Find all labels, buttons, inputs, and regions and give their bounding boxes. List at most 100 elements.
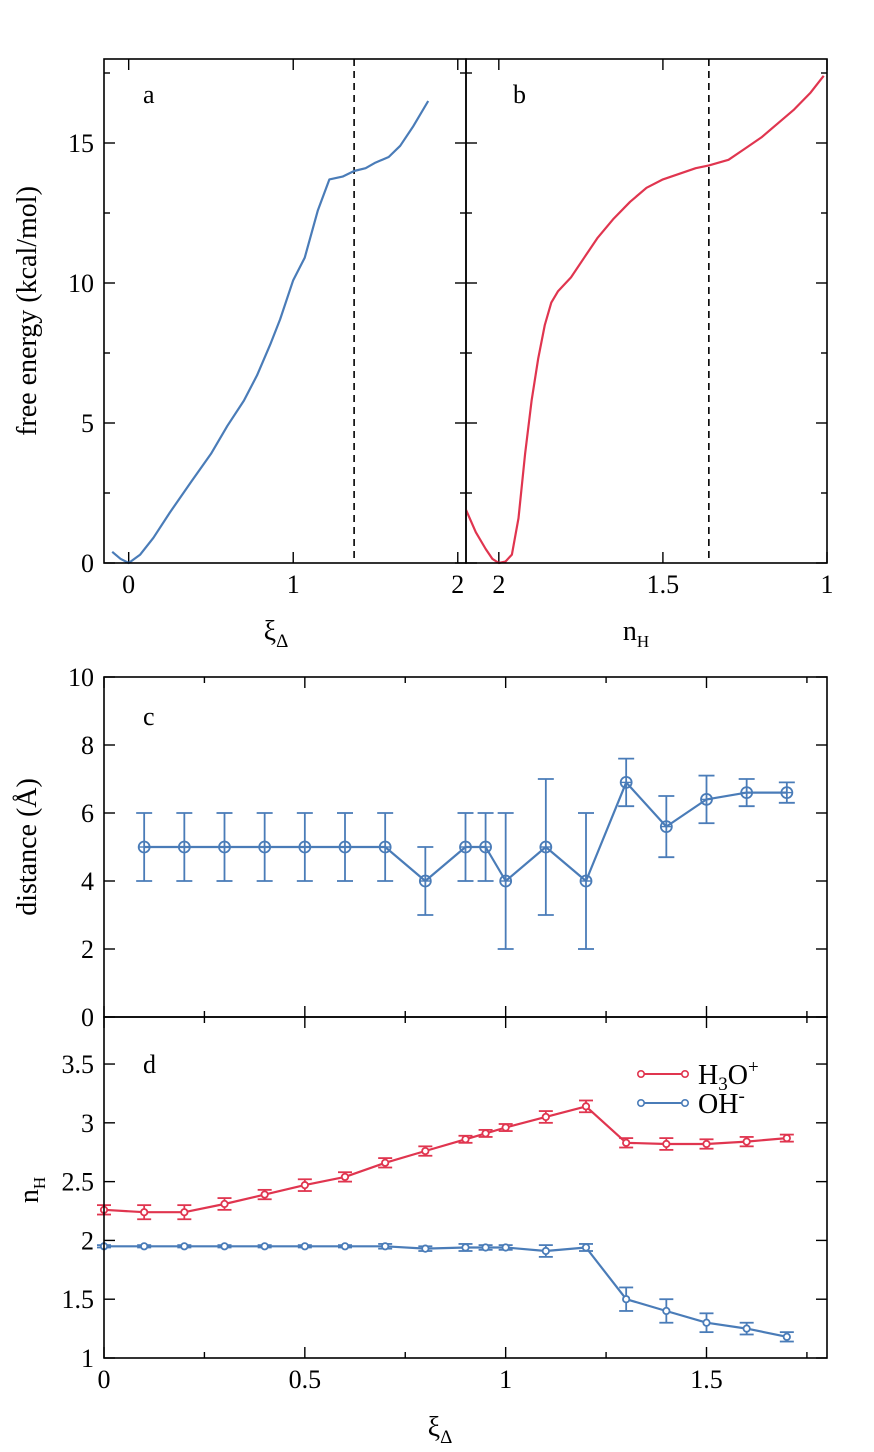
panel-d-data-point-0 xyxy=(482,1130,488,1136)
panel-c-ytick-labels: 0 2 4 6 8 10 xyxy=(68,663,94,1032)
panel-d-data-point-1 xyxy=(784,1334,790,1340)
panel-d-data-point-0 xyxy=(784,1135,790,1141)
panel-a-label: a xyxy=(143,80,155,109)
panel-d-xtick-label: 1 xyxy=(499,1365,512,1394)
panel-d-data-point-1 xyxy=(382,1243,388,1249)
panel-a-series-line-0 xyxy=(112,101,428,563)
panel-d-data-point-1 xyxy=(502,1244,508,1250)
panel-a-xtick-label: 2 xyxy=(451,570,464,599)
panel-d-data-point-0 xyxy=(703,1141,709,1147)
legend-h3o-part-plus: + xyxy=(748,1057,759,1078)
panel-d-data-point-1 xyxy=(141,1243,147,1249)
legend-h3o-marker-left xyxy=(638,1071,644,1077)
panel-b-xtick-labels: 2 1.5 1 xyxy=(492,570,833,599)
panel-d-data-point-1 xyxy=(663,1308,669,1314)
panel-d-xtick-labels: 0 0.5 1 1.5 xyxy=(98,1365,723,1394)
panel-a-ytick-label: 0 xyxy=(81,549,94,578)
panel-b-ticks xyxy=(466,59,827,563)
panel-a-xtick-label: 0 xyxy=(122,570,135,599)
panel-d-data-point-0 xyxy=(382,1160,388,1166)
panel-a-y-axis-label: free energy (kcal/mol) xyxy=(12,186,43,436)
panel-b-free-energy-vs-nh: b 2 1.5 1 nH xyxy=(466,59,834,651)
panel-d-ticks xyxy=(104,1017,827,1358)
panel-a-x-axis-label-main: ξ xyxy=(264,616,276,647)
panel-d-series-line-1 xyxy=(104,1246,787,1337)
panel-b-x-axis-label-sub: H xyxy=(637,632,649,651)
panel-d-data-point-1 xyxy=(623,1296,629,1302)
panel-d-nh: d 0 0.5 1 1.5 11.522.533.5 nH ξΔ H3O+ OH- xyxy=(14,1017,827,1448)
panel-d-x-axis-label-sub: Δ xyxy=(440,1427,452,1448)
panel-c-ytick-label: 0 xyxy=(81,1003,94,1032)
figure: a 012 051015 free energy (kcal/mol) ξΔ b… xyxy=(0,0,874,1452)
panel-d-ytick-label: 2.5 xyxy=(62,1168,95,1197)
panel-d-data-point-0 xyxy=(422,1148,428,1154)
panel-d-y-axis-label: nH xyxy=(14,1177,49,1203)
panel-c-ytick-label: 4 xyxy=(81,867,94,896)
panel-d-data-point-0 xyxy=(221,1201,227,1207)
panel-c-ytick-label: 6 xyxy=(81,799,94,828)
panel-d-ytick-label: 2 xyxy=(81,1226,94,1255)
panel-b-x-axis-label: nH xyxy=(623,616,649,651)
panel-b-xtick-label: 1 xyxy=(821,570,834,599)
panel-b-x-axis-label-main: n xyxy=(623,616,637,647)
panel-d-data-point-0 xyxy=(181,1209,187,1215)
legend-oh-part-oh: OH xyxy=(698,1089,738,1120)
panel-d-data-point-1 xyxy=(583,1244,589,1250)
panel-d-data-point-1 xyxy=(181,1243,187,1249)
panel-a-ytick-label: 10 xyxy=(68,269,94,298)
panel-c-label: c xyxy=(143,702,155,731)
panel-a-free-energy-vs-xi: a 0 1 2 0 5 10 15 free energy (kcal/mol) ξΔ xyxy=(12,59,466,652)
legend-oh-part-minus: - xyxy=(738,1086,744,1107)
panel-d-ytick-label: 3.5 xyxy=(62,1050,95,1079)
panel-d-data-point-0 xyxy=(543,1114,549,1120)
panel-d-ytick-label: 1.5 xyxy=(62,1285,95,1314)
panel-d-data-point-1 xyxy=(482,1244,488,1250)
panel-b-xtick-label: 1.5 xyxy=(647,570,680,599)
panel-d-y-axis-label-main: n xyxy=(14,1189,45,1203)
panel-d-data-point-1 xyxy=(703,1320,709,1326)
panel-a-xtick-label: 1 xyxy=(287,570,300,599)
panel-a-ytick-labels: 0 5 10 15 xyxy=(68,129,94,578)
panel-d-series-line-0 xyxy=(104,1106,787,1212)
panel-d-data-point-0 xyxy=(342,1174,348,1180)
panel-a-x-axis-label: ξΔ xyxy=(264,616,289,652)
legend-h3o-part-h: H xyxy=(698,1060,718,1091)
panel-d-data-point-0 xyxy=(141,1209,147,1215)
panel-d-data-point-0 xyxy=(623,1140,629,1146)
panel-d-data-point-0 xyxy=(502,1124,508,1130)
panel-d-data-point-1 xyxy=(342,1243,348,1249)
panel-d-series xyxy=(97,1100,794,1341)
panel-d-xtick-label: 0 xyxy=(98,1365,111,1394)
panel-b-xtick-label: 2 xyxy=(492,570,505,599)
panel-b-series xyxy=(466,76,824,563)
panel-d-x-axis-label-main: ξ xyxy=(428,1412,440,1443)
panel-b-label: b xyxy=(513,80,526,109)
legend-oh-label: OH- xyxy=(698,1086,745,1120)
panel-d-data-point-1 xyxy=(302,1243,308,1249)
panel-a-ytick-label: 5 xyxy=(81,409,94,438)
panel-c-distance: c 0 2 4 6 8 10 distance (Å) xyxy=(12,663,827,1032)
panel-d-data-point-0 xyxy=(663,1141,669,1147)
panel-c-ytick-label: 2 xyxy=(81,935,94,964)
panel-d-data-point-0 xyxy=(261,1191,267,1197)
panel-c-y-axis-label: distance (Å) xyxy=(12,778,43,916)
panel-d-data-point-1 xyxy=(743,1325,749,1331)
legend-oh-marker-right xyxy=(682,1100,688,1106)
panel-c-series xyxy=(136,759,795,949)
panel-d-data-point-1 xyxy=(261,1243,267,1249)
panel-d-legend: H3O+ OH- xyxy=(638,1057,759,1120)
panel-b-frame xyxy=(466,59,827,563)
panel-d-x-axis-label: ξΔ xyxy=(428,1412,453,1448)
legend-h3o-marker-right xyxy=(682,1071,688,1077)
panel-d-frame xyxy=(104,1017,827,1358)
panel-d-xtick-label: 0.5 xyxy=(289,1365,322,1394)
legend-entry-oh: OH- xyxy=(638,1086,745,1120)
panel-d-data-point-1 xyxy=(422,1245,428,1251)
panel-b-series-line-0 xyxy=(466,76,824,563)
panel-d-y-axis-label-sub: H xyxy=(30,1177,49,1189)
panel-d-ytick-label: 3 xyxy=(81,1109,94,1138)
panel-d-data-point-1 xyxy=(221,1243,227,1249)
panel-d-ytick-label: 1 xyxy=(81,1344,94,1373)
panel-a-ytick-label: 15 xyxy=(68,129,94,158)
panel-c-ytick-label: 10 xyxy=(68,663,94,692)
